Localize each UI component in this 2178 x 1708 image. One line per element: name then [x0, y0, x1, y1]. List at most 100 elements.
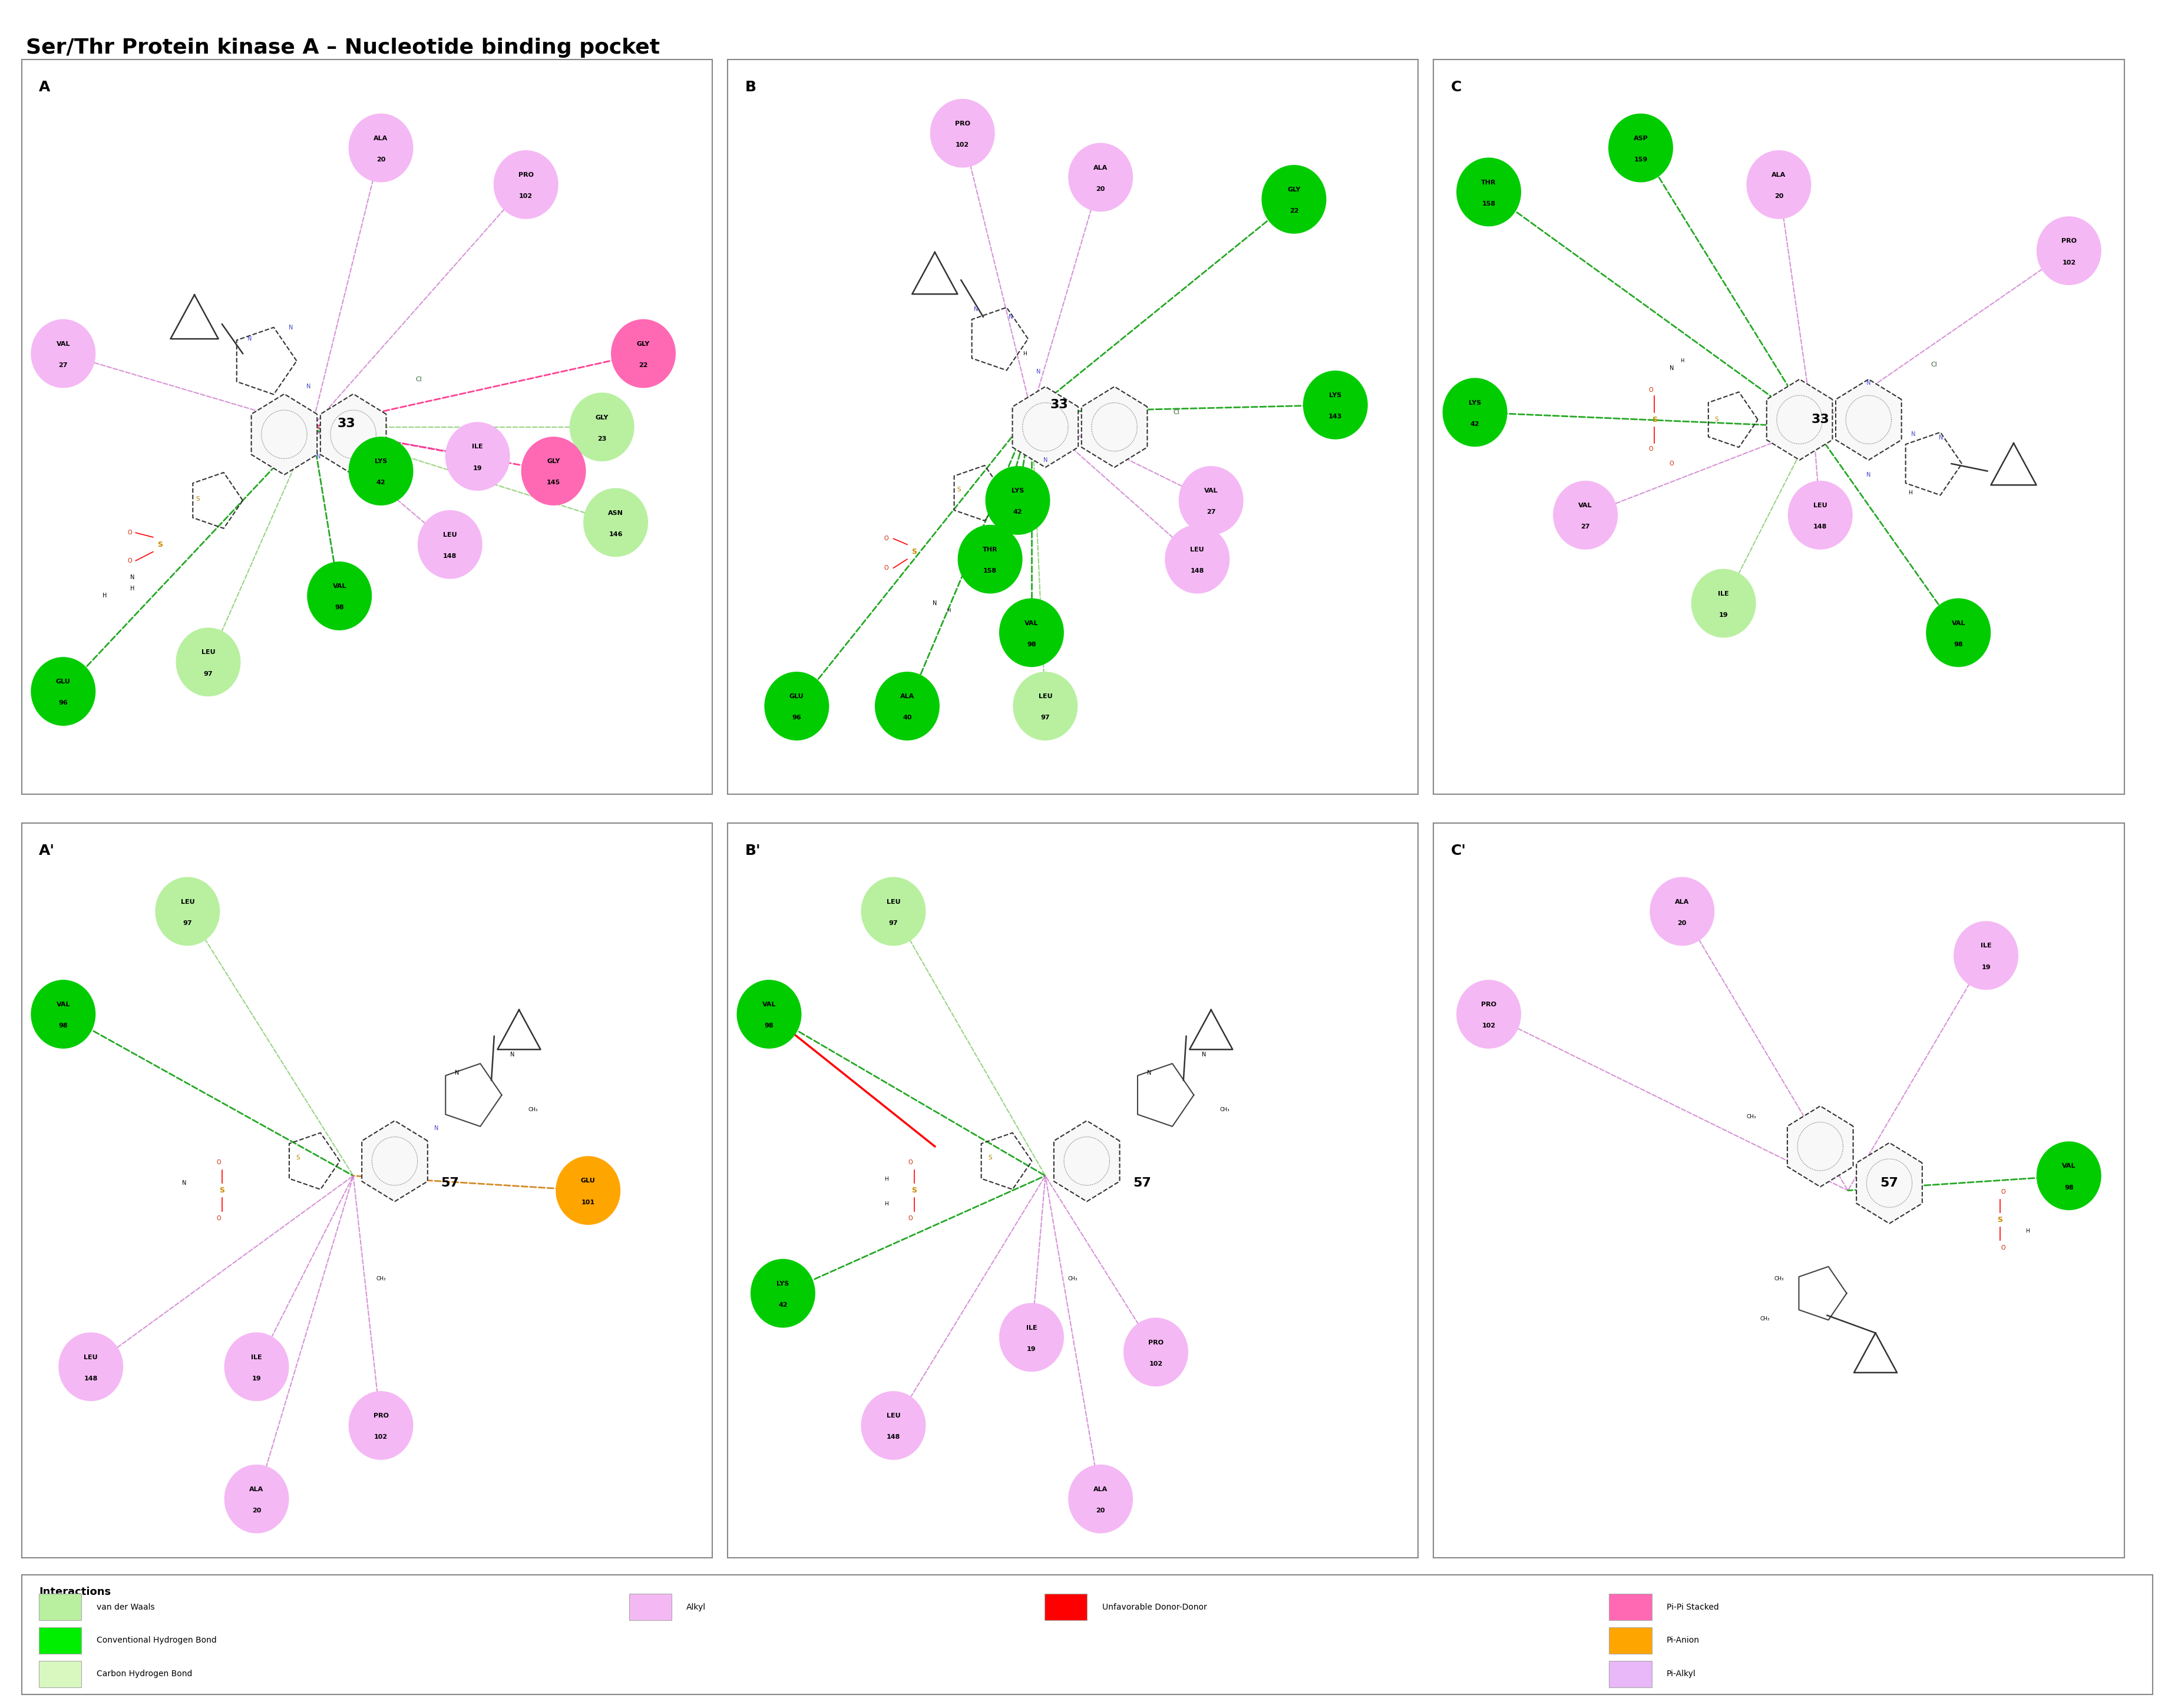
Circle shape — [30, 319, 96, 388]
Text: 33: 33 — [1810, 413, 1830, 425]
Circle shape — [155, 878, 220, 945]
Circle shape — [1069, 143, 1133, 212]
Text: 98: 98 — [335, 605, 344, 611]
Circle shape — [751, 1259, 815, 1327]
Text: 27: 27 — [59, 362, 68, 369]
Circle shape — [1747, 150, 1810, 219]
Text: VAL: VAL — [1579, 502, 1592, 509]
Text: H: H — [1679, 359, 1684, 364]
Text: N: N — [1008, 314, 1013, 319]
Circle shape — [876, 673, 939, 740]
Text: N: N — [131, 574, 135, 581]
Text: 96: 96 — [793, 716, 802, 721]
Text: H: H — [884, 1201, 889, 1206]
Text: 42: 42 — [377, 480, 386, 485]
Text: 20: 20 — [1677, 921, 1686, 926]
Text: van der Waals: van der Waals — [96, 1602, 155, 1611]
Circle shape — [348, 437, 412, 506]
Circle shape — [571, 393, 634, 461]
FancyBboxPatch shape — [629, 1594, 671, 1621]
Text: 98: 98 — [1954, 642, 1962, 647]
Text: 33: 33 — [1050, 400, 1067, 412]
Text: LEU: LEU — [1039, 693, 1052, 700]
Text: CH₃: CH₃ — [1773, 1276, 1784, 1281]
Circle shape — [1651, 878, 1714, 945]
Text: H: H — [1908, 490, 1912, 495]
Circle shape — [612, 319, 675, 388]
Text: 96: 96 — [59, 700, 68, 705]
Text: 102: 102 — [1148, 1361, 1163, 1366]
Text: 19: 19 — [1718, 611, 1727, 618]
Text: O: O — [1668, 461, 1673, 466]
Circle shape — [1692, 569, 1755, 637]
Text: LEU: LEU — [886, 898, 900, 905]
Text: O: O — [216, 1160, 220, 1165]
Circle shape — [958, 526, 1021, 593]
Circle shape — [2036, 217, 2100, 285]
Circle shape — [176, 629, 240, 695]
Text: N: N — [1202, 1052, 1207, 1057]
Text: THR: THR — [982, 547, 998, 553]
Text: LEU: LEU — [886, 1413, 900, 1419]
Text: N: N — [974, 306, 978, 313]
Text: ILE: ILE — [250, 1354, 261, 1360]
Text: LEU: LEU — [442, 531, 457, 538]
Text: A': A' — [39, 844, 54, 857]
Text: Ser/Thr Protein kinase A – Nucleotide binding pocket: Ser/Thr Protein kinase A – Nucleotide bi… — [26, 38, 660, 58]
Text: LEU: LEU — [1812, 502, 1827, 509]
Text: 97: 97 — [203, 671, 213, 676]
Text: 148: 148 — [886, 1435, 900, 1440]
Text: O: O — [1999, 1245, 2006, 1250]
Text: B: B — [745, 80, 756, 94]
Text: ILE: ILE — [1026, 1325, 1037, 1331]
Text: GLY: GLY — [547, 458, 560, 465]
Text: 159: 159 — [1634, 157, 1647, 162]
Text: CH₃: CH₃ — [1760, 1317, 1769, 1322]
Circle shape — [1124, 1319, 1187, 1385]
Polygon shape — [1080, 386, 1148, 468]
Circle shape — [1457, 980, 1520, 1049]
Text: N: N — [248, 336, 253, 342]
FancyBboxPatch shape — [39, 1628, 81, 1653]
Text: A: A — [39, 80, 50, 94]
Text: ALA: ALA — [1093, 1486, 1106, 1493]
Text: 102: 102 — [2063, 260, 2076, 265]
Text: CH₃: CH₃ — [1747, 1114, 1755, 1120]
Text: 20: 20 — [253, 1508, 261, 1513]
Text: 158: 158 — [982, 569, 998, 574]
Text: 22: 22 — [638, 362, 647, 369]
FancyBboxPatch shape — [39, 1660, 81, 1688]
Circle shape — [348, 1392, 412, 1459]
Text: S: S — [220, 1187, 224, 1194]
Circle shape — [1954, 922, 2017, 989]
Text: N: N — [307, 384, 311, 389]
Circle shape — [1302, 371, 1368, 439]
Text: 97: 97 — [889, 921, 897, 926]
Text: 146: 146 — [608, 531, 623, 538]
Text: O: O — [1649, 446, 1653, 453]
Text: GLY: GLY — [1287, 186, 1300, 193]
Text: 102: 102 — [1481, 1023, 1494, 1028]
Text: GLU: GLU — [57, 678, 70, 685]
Text: 148: 148 — [1189, 569, 1204, 574]
Circle shape — [30, 658, 96, 726]
Text: N: N — [1867, 471, 1871, 478]
Text: GLY: GLY — [595, 415, 608, 420]
Text: PRO: PRO — [372, 1413, 388, 1419]
Text: Pi-Anion: Pi-Anion — [1666, 1636, 1699, 1645]
Text: THR: THR — [1481, 179, 1496, 186]
Text: 23: 23 — [597, 436, 605, 442]
Text: 42: 42 — [1470, 422, 1479, 427]
Text: 148: 148 — [1812, 524, 1827, 529]
Text: S: S — [1714, 417, 1718, 422]
Text: CH₃: CH₃ — [1220, 1107, 1228, 1112]
Text: VAL: VAL — [1024, 620, 1039, 627]
Text: LYS: LYS — [775, 1281, 788, 1286]
Text: H: H — [1021, 350, 1026, 357]
Text: H: H — [102, 593, 107, 600]
Text: LEU: LEU — [1189, 547, 1204, 553]
Text: 19: 19 — [1980, 965, 1991, 970]
Text: 42: 42 — [778, 1301, 786, 1308]
Text: N: N — [290, 325, 294, 331]
Circle shape — [1165, 526, 1228, 593]
